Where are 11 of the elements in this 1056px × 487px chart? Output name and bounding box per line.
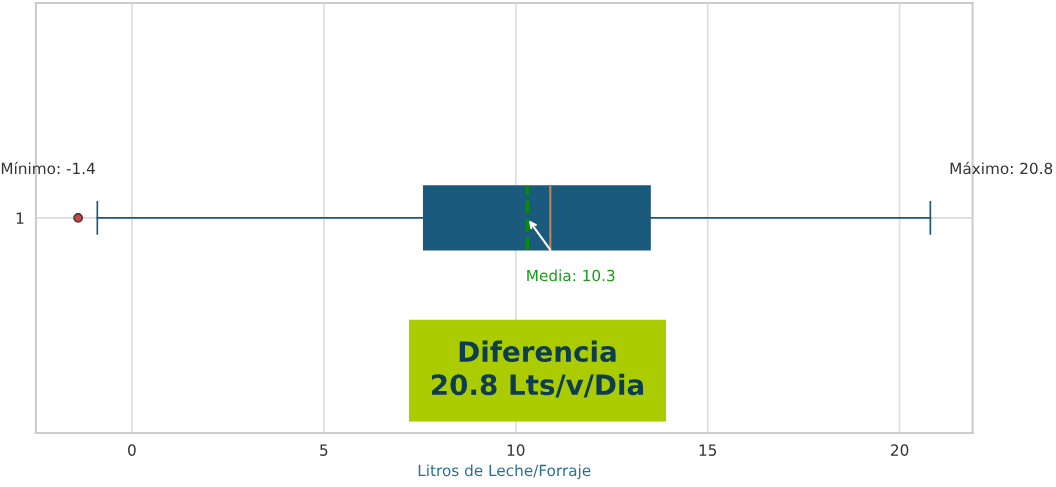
annotation: Diferencia 20.8 Lts/v/Dia: [431, 340, 644, 398]
x-axis-title: Litros de Leche/Forraje: [418, 464, 591, 480]
x-tick-label: 20: [891, 444, 909, 456]
x-tick-label: 0: [128, 444, 136, 456]
annotation: Media: 10.3: [527, 269, 615, 282]
x-tick-label: 15: [699, 444, 717, 456]
annotation: Mínimo: -1.4: [1, 161, 95, 175]
x-tick-label: 10: [507, 444, 525, 456]
x-tick-label: 5: [320, 444, 328, 456]
y-tick-label: 1: [16, 212, 24, 224]
annotation: Máximo: 20.8: [950, 161, 1053, 175]
